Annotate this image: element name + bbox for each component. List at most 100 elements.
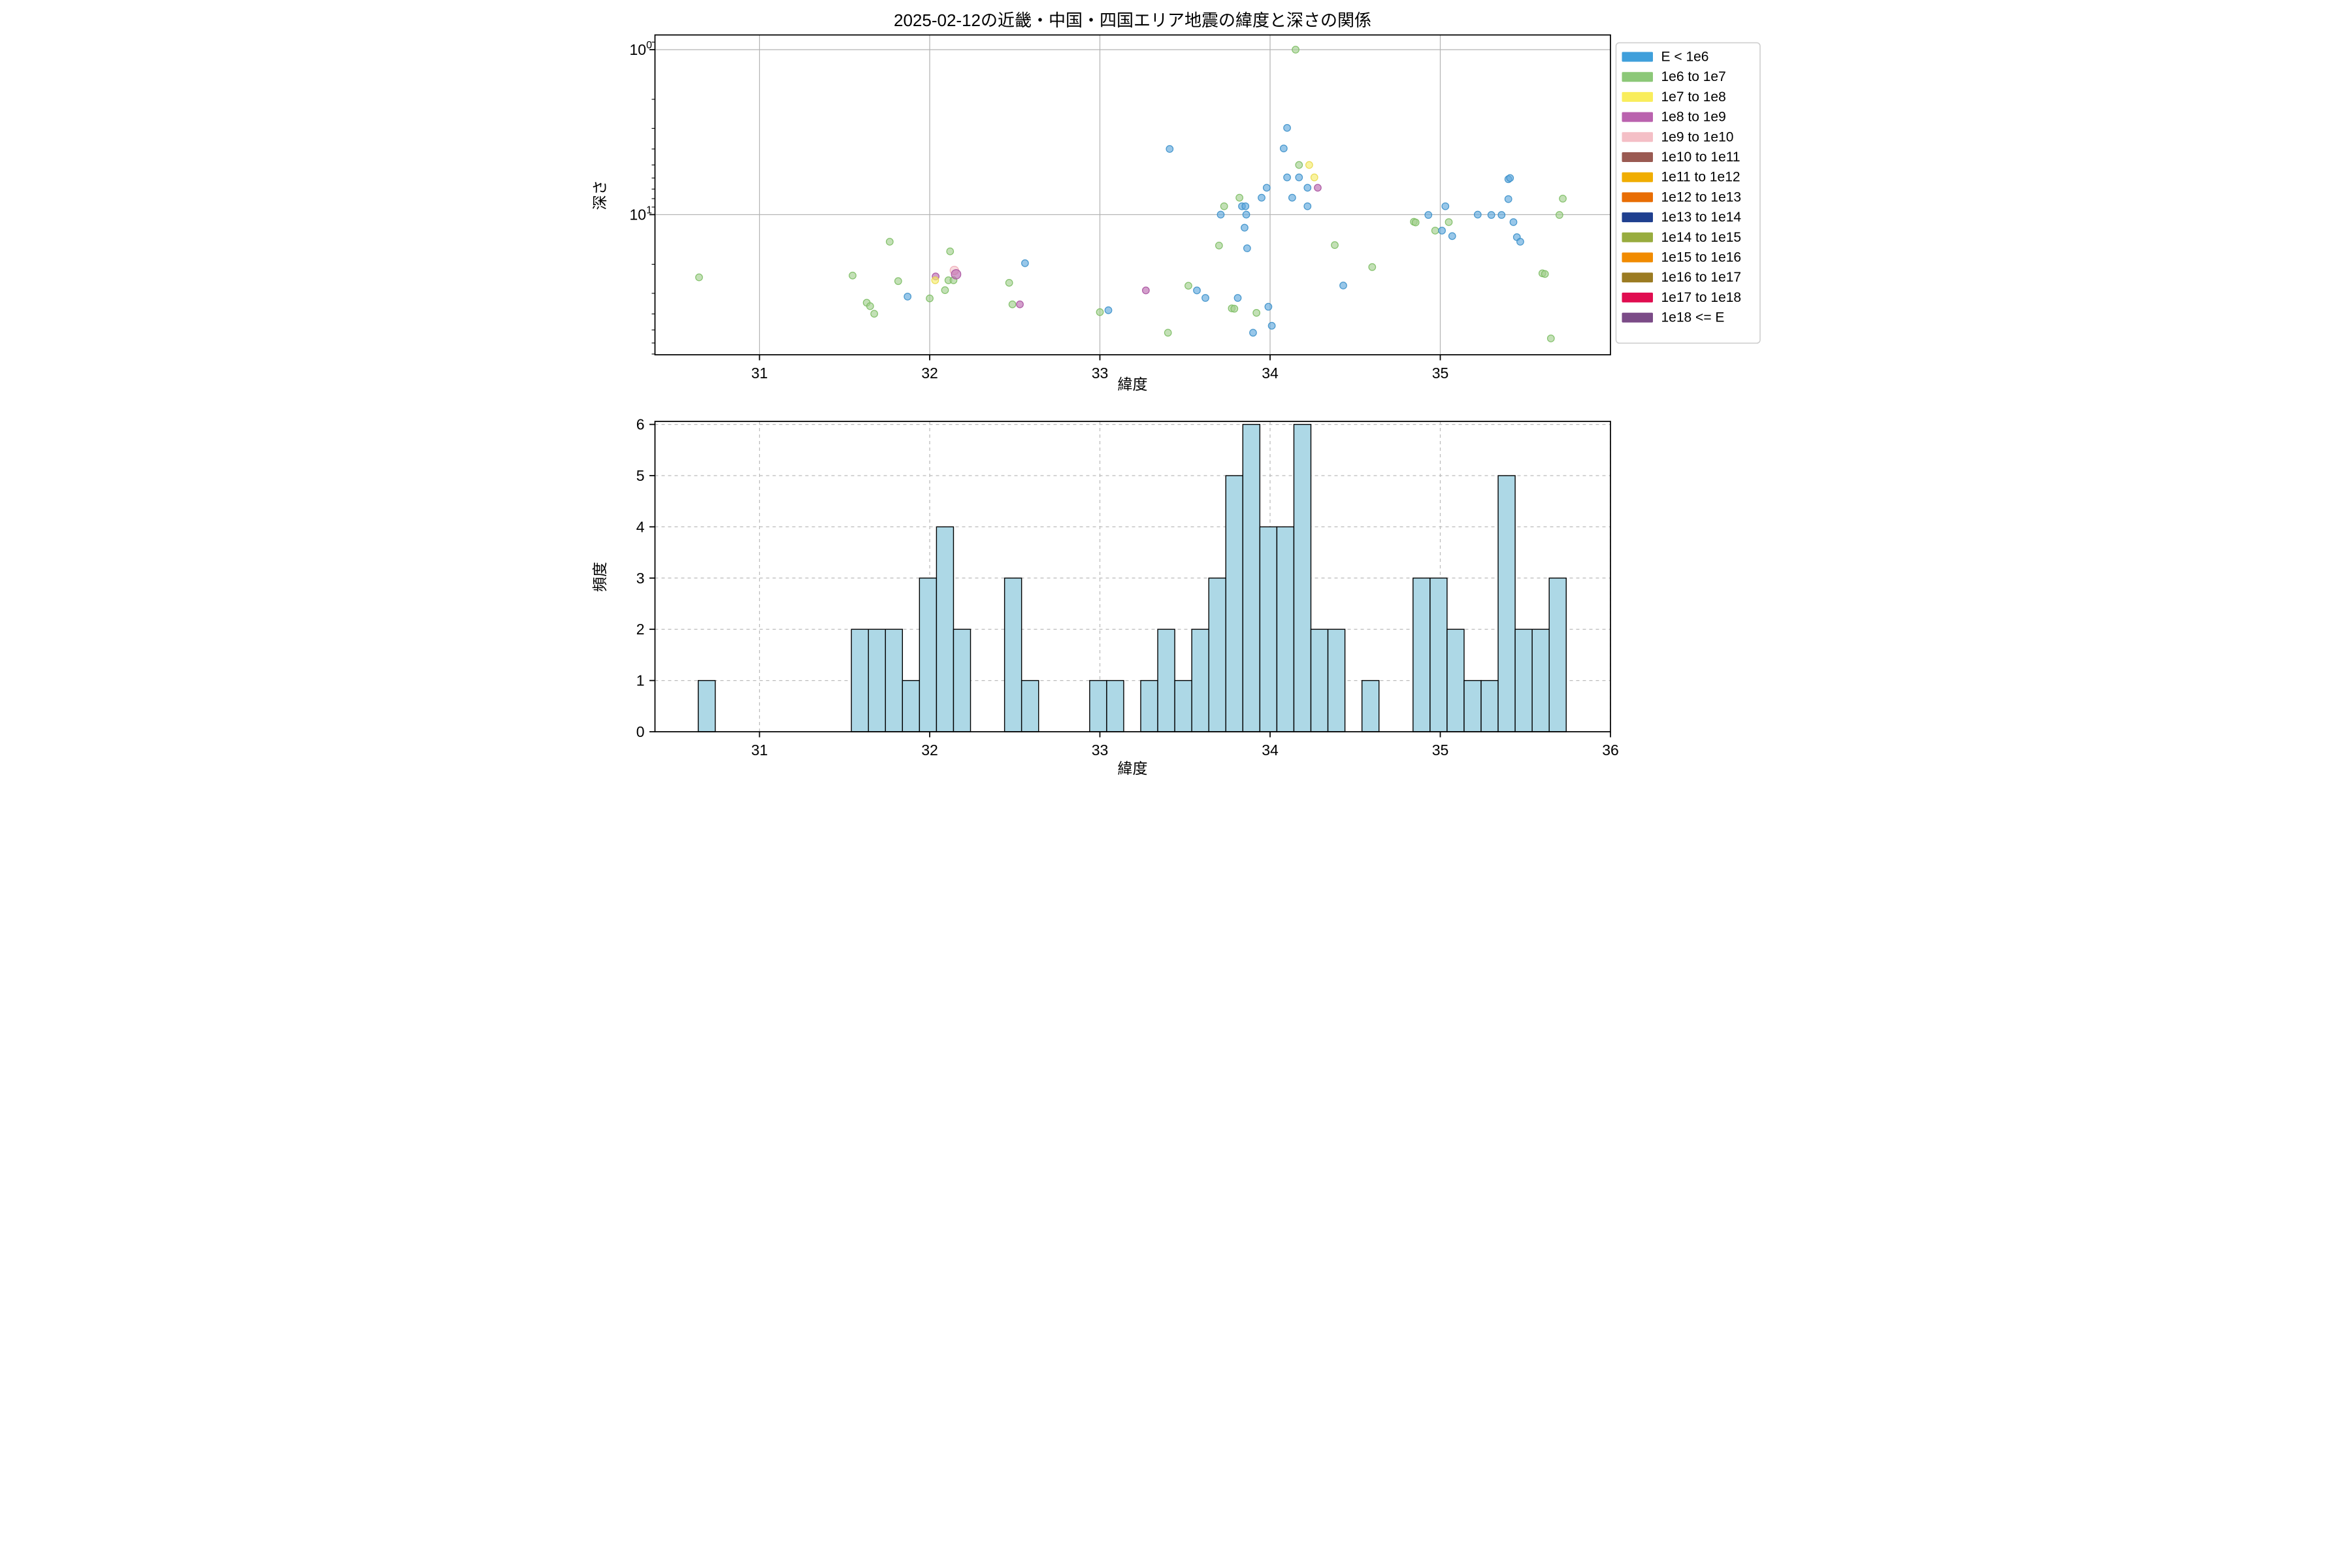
tick-label: 2 (636, 621, 645, 638)
legend-item: 1e9 to 1e10 (1622, 129, 1734, 144)
data-point (1141, 286, 1150, 295)
data-point (951, 269, 962, 280)
data-point (894, 277, 902, 286)
data-point (1243, 244, 1251, 252)
histogram-xaxis-label: 緯度 (1118, 760, 1148, 777)
data-point (1005, 278, 1013, 287)
scatter-xaxis-label: 緯度 (1118, 376, 1148, 393)
data-point (1262, 184, 1271, 192)
legend-swatch (1622, 272, 1653, 283)
histogram-bar (1259, 526, 1278, 732)
chart-title: 2025-02-12の近畿・中国・四国エリア地震の緯度と深さの関係 (894, 10, 1371, 30)
legend-label: 1e9 to 1e10 (1661, 129, 1734, 144)
legend-item: 1e10 to 1e11 (1622, 150, 1740, 165)
data-point (1445, 218, 1453, 226)
data-point (849, 271, 857, 280)
histogram-bar (1191, 629, 1209, 732)
legend-item: E < 1e6 (1622, 50, 1708, 65)
histogram-bar (1413, 578, 1431, 732)
tick-label: 31 (751, 365, 768, 382)
legend-swatch (1622, 91, 1653, 102)
legend-item: 1e13 to 1e14 (1622, 210, 1742, 225)
legend-label: 1e10 to 1e11 (1661, 150, 1740, 165)
legend-label: 1e6 to 1e7 (1661, 69, 1726, 84)
legend-item: 1e8 to 1e9 (1622, 110, 1726, 125)
legend-item: 1e7 to 1e8 (1622, 90, 1726, 105)
legend-swatch (1622, 312, 1653, 323)
tick-label: 34 (1262, 365, 1279, 382)
legend-item: 1e18 <= E (1622, 310, 1724, 325)
data-point (1295, 173, 1303, 182)
data-point (1310, 173, 1318, 182)
legend-label: 1e7 to 1e8 (1661, 90, 1726, 105)
data-point (1314, 184, 1322, 192)
data-point (1249, 329, 1257, 337)
legend-swatch (1622, 212, 1653, 223)
data-point (1021, 259, 1029, 267)
data-point (1448, 232, 1456, 240)
legend-swatch (1622, 172, 1653, 182)
data-point (1264, 302, 1273, 311)
histogram-bar (1463, 679, 1482, 732)
data-point (941, 286, 949, 294)
histogram-yaxis-label: 頻度 (591, 562, 608, 592)
data-point (1288, 193, 1296, 202)
histogram-bar (1531, 629, 1550, 732)
legend-item: 1e6 to 1e7 (1622, 69, 1726, 84)
histogram-bar (1089, 679, 1107, 732)
axes-box (654, 34, 1611, 355)
legend-swatch (1622, 232, 1653, 242)
tick-label: 5 (636, 467, 645, 484)
data-point (1235, 193, 1243, 202)
data-point (926, 294, 934, 302)
data-point (1411, 218, 1420, 227)
tick-label: 33 (1092, 365, 1109, 382)
data-point (1303, 202, 1312, 210)
data-point (1242, 210, 1250, 219)
histogram-bar (851, 629, 869, 732)
legend-label: 1e14 to 1e15 (1661, 230, 1742, 245)
data-point (1258, 193, 1266, 202)
data-point (1164, 329, 1172, 337)
histogram-bar (1293, 423, 1312, 732)
histogram-bar (1157, 629, 1175, 732)
tick-label: 33 (1092, 742, 1109, 759)
data-point (1241, 223, 1249, 232)
legend-swatch (1622, 152, 1653, 162)
data-point (1104, 306, 1113, 314)
histogram-bar (1174, 679, 1192, 732)
data-point (1305, 161, 1313, 169)
legend-label: 1e13 to 1e14 (1661, 210, 1742, 225)
data-point (1555, 211, 1563, 219)
data-point (1193, 286, 1201, 295)
legend-label: 1e11 to 1e12 (1661, 170, 1740, 185)
legend-label: 1e16 to 1e17 (1661, 270, 1742, 285)
legend-item: 1e11 to 1e12 (1622, 170, 1740, 185)
histogram-bar (1106, 679, 1124, 732)
legend-swatch (1622, 192, 1653, 203)
histogram-bar (1361, 679, 1380, 732)
data-point (1096, 308, 1104, 316)
histogram-bar (1140, 679, 1158, 732)
data-point (885, 238, 894, 246)
tick-label: 1 (636, 672, 645, 689)
figure-container: 2025-02-12の近畿・中国・四国エリア地震の緯度と深さの関係 31 32 33… (588, 0, 1764, 784)
histogram-bar (1514, 629, 1533, 732)
data-point (1497, 211, 1506, 219)
data-point (1283, 173, 1291, 182)
legend-label: 1e8 to 1e9 (1661, 110, 1726, 125)
histogram-bar (697, 679, 716, 732)
legend-item: 1e17 to 1e18 (1622, 290, 1741, 305)
histogram-bar (919, 578, 938, 732)
histogram-bar (1480, 679, 1499, 732)
histogram-bar (1548, 578, 1567, 732)
data-point (1220, 202, 1228, 210)
data-point (1541, 270, 1549, 278)
axes-box (654, 421, 1611, 732)
data-point (1201, 294, 1209, 302)
data-point (904, 293, 912, 301)
legend-swatch (1622, 292, 1653, 302)
legend-item: 1e12 to 1e13 (1622, 189, 1741, 204)
histogram-bar (1497, 475, 1516, 732)
data-point (1016, 301, 1024, 308)
